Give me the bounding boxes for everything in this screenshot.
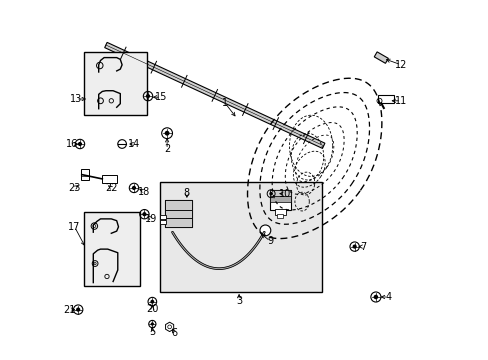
Text: 13: 13 [70,94,82,104]
Circle shape [132,186,136,190]
Circle shape [260,225,270,236]
Bar [275,209,285,215]
Text: 6: 6 [171,328,177,338]
Circle shape [78,142,82,146]
Text: 23: 23 [68,183,81,193]
Bar [84,52,147,115]
Bar [160,215,166,219]
Bar [270,196,291,202]
Text: 12: 12 [394,60,407,70]
Circle shape [269,192,272,195]
Circle shape [373,295,377,299]
Circle shape [150,300,154,303]
Text: 14: 14 [127,139,140,149]
Text: 2: 2 [163,144,170,154]
Bar [378,95,393,103]
Circle shape [150,323,154,325]
Text: 1: 1 [221,98,227,108]
Bar [270,190,291,196]
Bar [270,190,291,210]
Text: 19: 19 [144,213,157,224]
Circle shape [76,307,80,312]
Bar [84,212,140,286]
Text: 16: 16 [66,139,79,149]
Bar [102,175,117,183]
Circle shape [145,94,150,98]
Text: 15: 15 [155,92,167,102]
Text: 9: 9 [267,236,273,246]
Text: 8: 8 [183,188,189,198]
Bar [165,210,192,218]
Text: 4: 4 [385,292,391,302]
Bar [276,214,283,218]
Text: 5: 5 [149,327,156,337]
Bar [160,182,321,292]
Text: 3: 3 [236,296,242,306]
Polygon shape [373,52,387,63]
Text: 20: 20 [146,303,158,314]
Bar [81,169,89,180]
Circle shape [352,244,356,249]
Circle shape [142,212,146,216]
Circle shape [164,131,169,136]
Bar [165,218,192,227]
Polygon shape [104,42,324,148]
Text: 17: 17 [68,222,81,232]
Bar [160,220,166,224]
Text: 21: 21 [63,305,75,315]
Bar [165,200,192,227]
Text: 10: 10 [278,189,290,199]
Text: 18: 18 [138,186,150,197]
Text: 22: 22 [105,183,117,193]
Text: 7: 7 [360,242,366,252]
Bar [165,200,192,210]
Text: 11: 11 [394,96,407,106]
